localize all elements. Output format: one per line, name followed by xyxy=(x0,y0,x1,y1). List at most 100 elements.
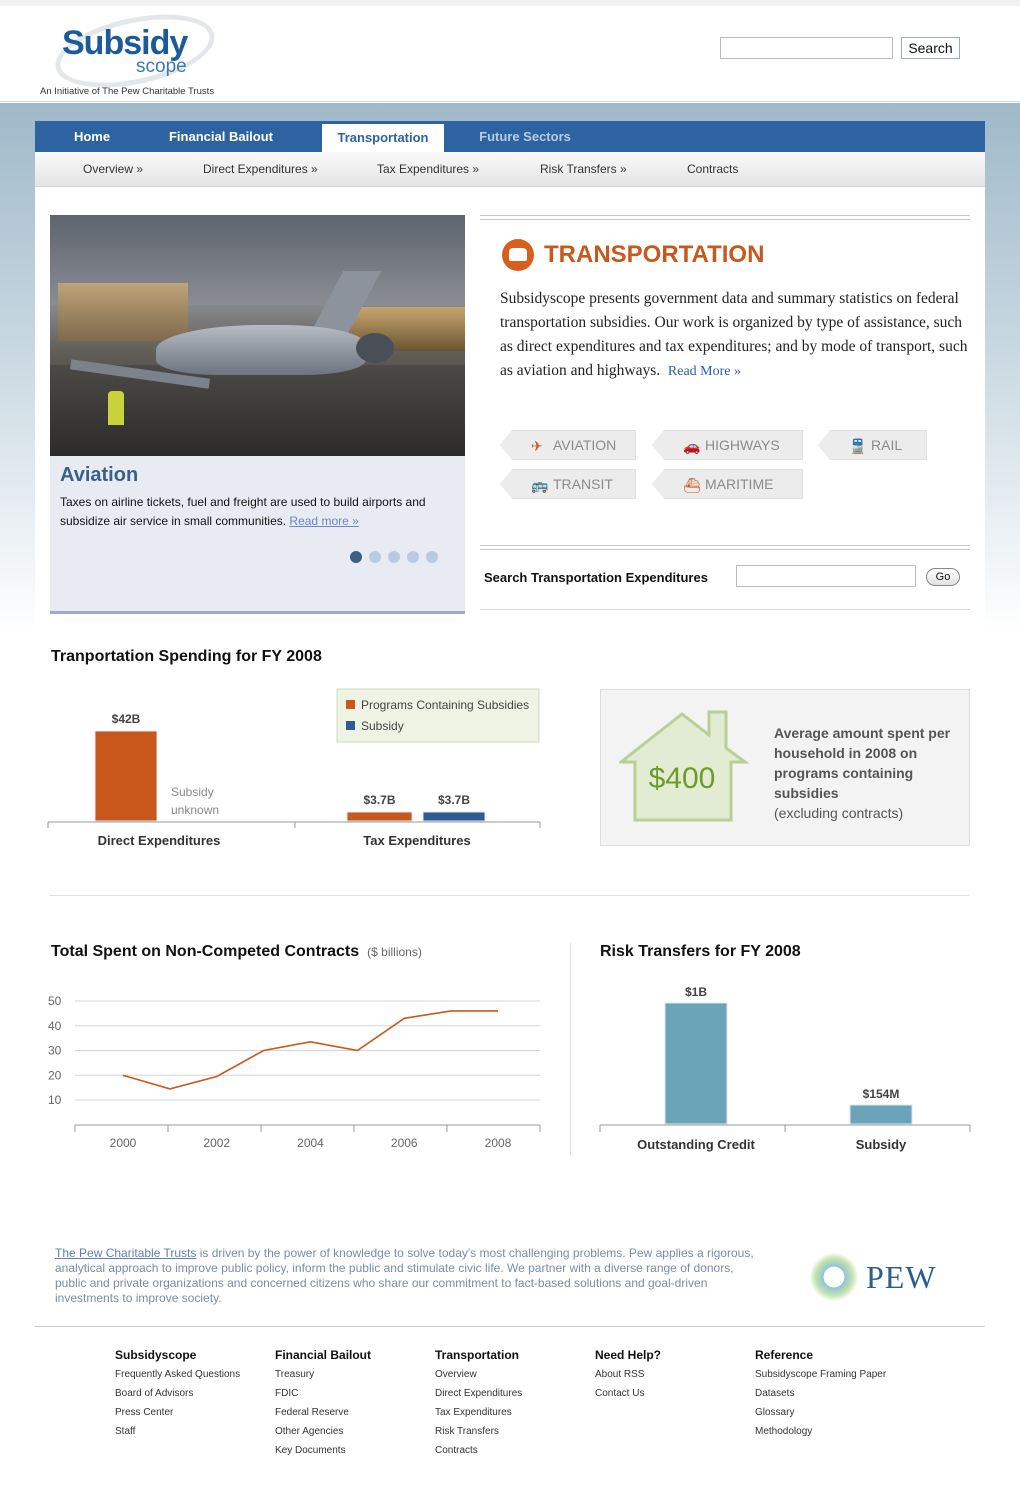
subnav-direct-expenditures[interactable]: Direct Expenditures » xyxy=(203,162,318,176)
footer-column-need-help-: Need Help? About RSS Contact Us xyxy=(595,1348,755,1405)
legend-label-programs: Programs Containing Subsidies xyxy=(361,698,529,712)
slideshow-dots xyxy=(350,550,445,563)
footer-link[interactable]: About RSS xyxy=(595,1369,645,1380)
household-callout: $400 Average amount spent per household … xyxy=(600,689,970,846)
category-label-tax: Tax Expenditures xyxy=(363,833,470,848)
footer-link[interactable]: Press Center xyxy=(115,1407,174,1418)
footer-link[interactable]: Frequently Asked Questions xyxy=(115,1369,241,1380)
main-nav: Home Financial Bailout Transportation Fu… xyxy=(35,121,985,152)
pew-about-link[interactable]: The Pew Charitable Trusts xyxy=(55,1246,197,1260)
pew-about-text: The Pew Charitable Trusts is driven by t… xyxy=(55,1246,754,1305)
footer-link[interactable]: Contact Us xyxy=(595,1388,645,1399)
intro-top-rule xyxy=(480,215,970,220)
contracts-x-axis: 2000 2002 2004 2006 2008 xyxy=(74,1124,541,1150)
transportation-search-label: Search Transportation Expenditures xyxy=(484,570,708,585)
footer-link[interactable]: Key Documents xyxy=(275,1445,346,1456)
spending-data-label: $3.7B xyxy=(363,793,395,807)
footer-link[interactable]: Methodology xyxy=(755,1426,813,1437)
feature-read-more-link[interactable]: Read more » xyxy=(289,514,359,528)
contracts-chart-title: Total Spent on Non-Competed Contracts ($ … xyxy=(51,943,422,960)
pew-sun-icon xyxy=(810,1253,858,1301)
tab-future-sectors: Future Sectors xyxy=(479,129,571,144)
subnav-tax-expenditures[interactable]: Tax Expenditures » xyxy=(377,162,480,176)
household-text: Average amount spent per household in 20… xyxy=(774,725,951,821)
spending-bars: $42B $3.7B $3.7B xyxy=(94,712,486,822)
y-tick-label: 40 xyxy=(48,1019,62,1033)
subnav-contracts[interactable]: Contracts xyxy=(687,162,739,176)
tab-home[interactable]: Home xyxy=(73,129,111,144)
section-title: TRANSPORTATION xyxy=(544,241,765,268)
mode-highways-button[interactable]: 🚗 HIGHWAYS xyxy=(652,430,803,460)
risk-bar-1[interactable] xyxy=(849,1104,913,1125)
spending-chart-title: Tranportation Spending for FY 2008 xyxy=(51,648,322,665)
site-header: Subsidy scope An Initiative of The Pew C… xyxy=(0,1,1020,102)
footer-link[interactable]: Board of Advisors xyxy=(115,1388,194,1399)
footer-column-heading: Transportation xyxy=(435,1348,520,1362)
footer-link[interactable]: Treasury xyxy=(275,1369,315,1380)
intro-read-more-link[interactable]: Read More » xyxy=(667,364,741,379)
slide-dot-3[interactable] xyxy=(388,551,400,563)
car-icon: 🚗 xyxy=(683,438,701,454)
risk-chart-title: Risk Transfers for FY 2008 xyxy=(600,943,801,960)
footer-link[interactable]: Contracts xyxy=(435,1445,478,1456)
spending-bar-programs-containing-subsidies-1[interactable] xyxy=(346,811,413,822)
x-tick-label: 2008 xyxy=(485,1136,512,1150)
subsidy-unknown-note-2: unknown xyxy=(171,803,219,817)
slide-dot-1[interactable] xyxy=(350,551,362,563)
legend-swatch-subsidy xyxy=(346,721,355,730)
mode-rail-button[interactable]: 🚆 RAIL xyxy=(818,430,927,460)
spending-bar-subsidy-1[interactable] xyxy=(422,811,486,822)
search-top-rule xyxy=(480,545,970,550)
footer-link[interactable]: FDIC xyxy=(275,1388,299,1399)
slide-dot-2[interactable] xyxy=(369,551,381,563)
spending-chart: Programs Containing Subsidies Subsidy $4… xyxy=(47,688,541,848)
slide-dot-4[interactable] xyxy=(407,551,419,563)
risk-bars: $1B $154M xyxy=(664,985,913,1125)
x-tick-label: 2002 xyxy=(203,1136,230,1150)
site-search-input[interactable] xyxy=(720,37,893,59)
aviation-photo[interactable] xyxy=(50,215,465,456)
subsidy-unknown-note-1: Subsidy xyxy=(171,785,214,799)
footer-link[interactable]: Overview xyxy=(435,1369,477,1380)
tab-financial-bailout[interactable]: Financial Bailout xyxy=(168,129,273,144)
mode-maritime-button[interactable]: ⛴ MARITIME xyxy=(652,469,803,499)
transportation-search-input[interactable] xyxy=(736,565,916,587)
subsidyscope-logo[interactable]: Subsidy scope An Initiative of The Pew C… xyxy=(40,1,240,101)
x-tick-label: 2000 xyxy=(110,1136,137,1150)
footer-link[interactable]: Datasets xyxy=(755,1388,795,1399)
footer-column-reference: Reference Subsidyscope Framing Paper Datas… xyxy=(755,1348,915,1443)
risk-bar-0[interactable] xyxy=(664,1002,728,1125)
slide-dot-5[interactable] xyxy=(426,551,438,563)
plane-icon: ✈ xyxy=(531,438,543,454)
footer-column-heading: Need Help? xyxy=(595,1348,662,1362)
feature-slideshow: Aviation Taxes on airline tickets, fuel … xyxy=(50,215,465,614)
footer-link[interactable]: Other Agencies xyxy=(275,1426,344,1437)
go-button[interactable]: Go xyxy=(926,568,960,586)
pew-logo[interactable]: PEW xyxy=(810,1253,950,1301)
mode-transit-button[interactable]: 🚌 TRANSIT xyxy=(500,469,636,499)
section-divider xyxy=(49,895,969,896)
footer-link[interactable]: Subsidyscope Framing Paper xyxy=(755,1369,887,1380)
subnav-risk-transfers[interactable]: Risk Transfers » xyxy=(540,162,627,176)
footer-link[interactable]: Staff xyxy=(115,1426,136,1437)
household-amount: $400 xyxy=(649,762,716,795)
footer-link[interactable]: Federal Reserve xyxy=(275,1407,349,1418)
legend-swatch-programs xyxy=(346,700,355,709)
mode-aviation-button[interactable]: ✈ AVIATION xyxy=(500,430,636,460)
train-icon: 🚆 xyxy=(849,438,867,454)
spending-bar-programs-containing-subsidies-0[interactable] xyxy=(94,730,158,822)
footer-link[interactable]: Glossary xyxy=(755,1407,795,1418)
tab-transportation[interactable]: Transportation xyxy=(322,121,444,152)
feature-title: Aviation xyxy=(60,464,139,486)
sub-nav: Overview » Direct Expenditures » Tax Exp… xyxy=(35,152,985,187)
footer-link[interactable]: Direct Expenditures xyxy=(435,1388,523,1399)
y-tick-label: 10 xyxy=(48,1093,62,1107)
y-tick-label: 20 xyxy=(48,1068,62,1082)
footer-link[interactable]: Tax Expenditures xyxy=(435,1407,512,1418)
footer-link[interactable]: Risk Transfers xyxy=(435,1426,499,1437)
footer-column-subsidyscope: Subsidyscope Frequently Asked Questions Bo… xyxy=(115,1348,275,1443)
site-search-button[interactable]: Search xyxy=(901,37,960,59)
contracts-chart-unit: ($ billions) xyxy=(367,945,422,959)
spending-data-label: $42B xyxy=(112,712,141,726)
subnav-overview[interactable]: Overview » xyxy=(83,162,144,176)
